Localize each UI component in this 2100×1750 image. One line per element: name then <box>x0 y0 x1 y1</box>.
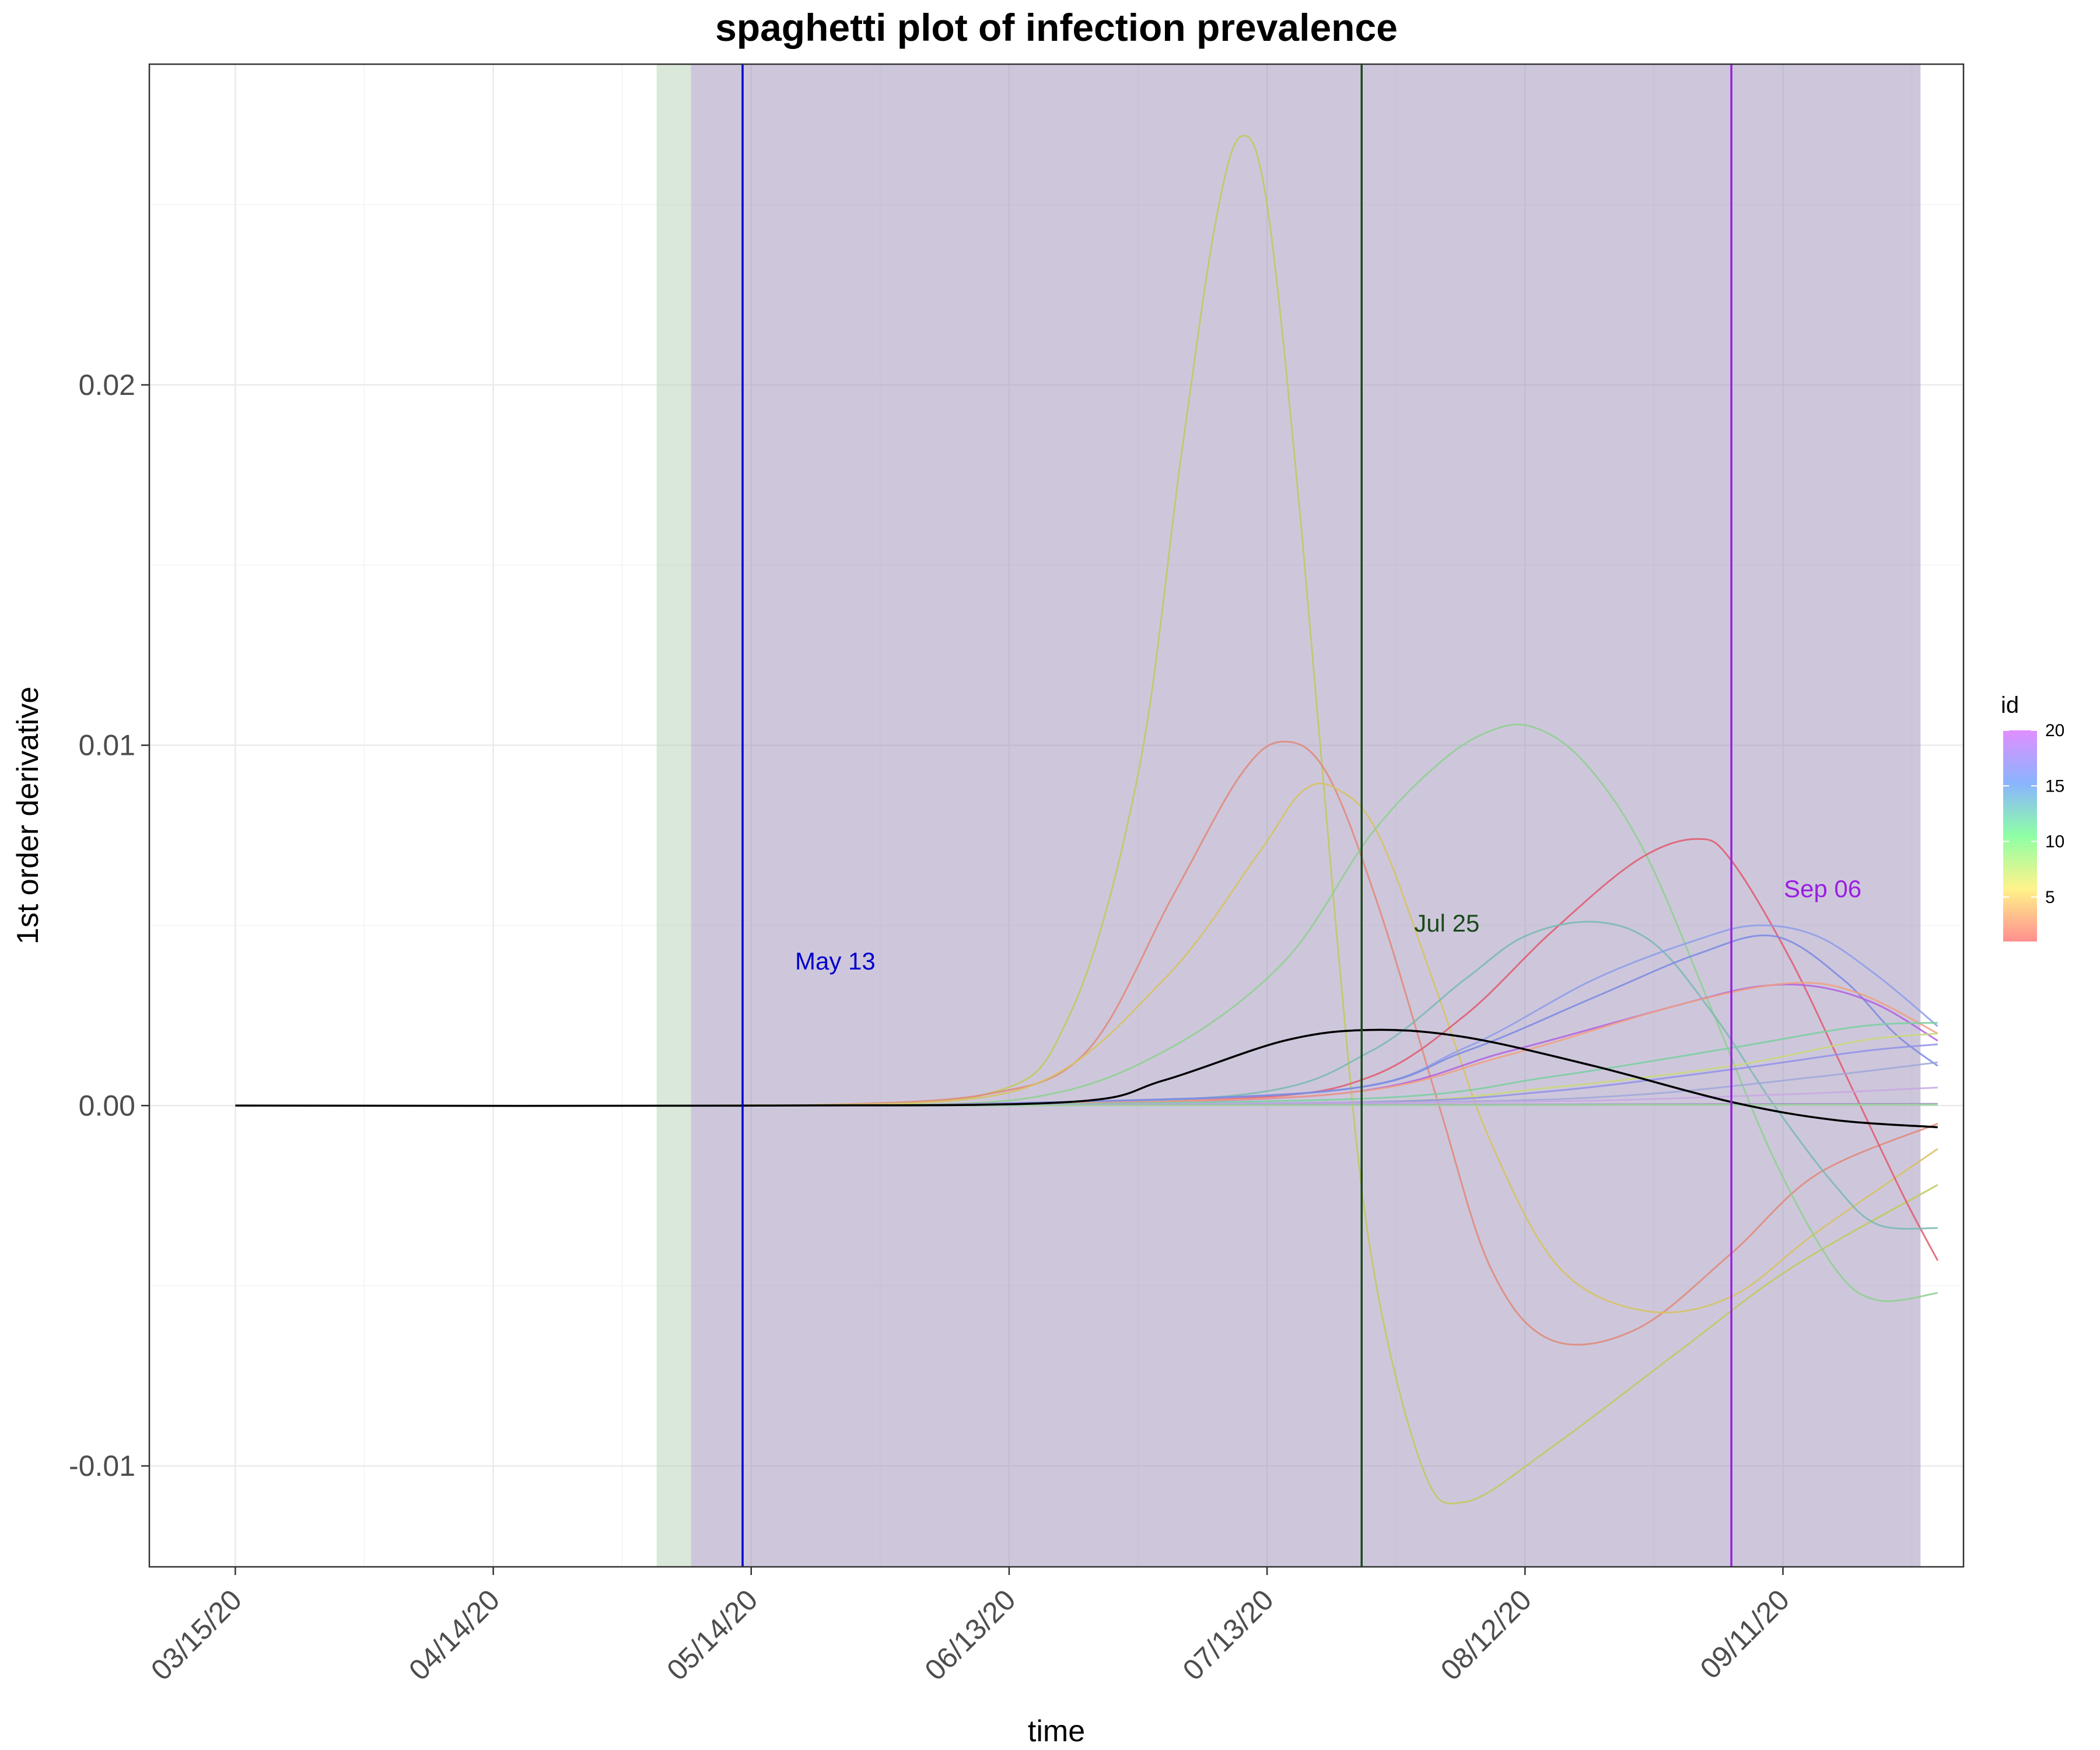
legend-tick-label: 10 <box>2045 832 2064 852</box>
shaded-region-0 <box>656 64 691 1567</box>
legend-tick-label: 15 <box>2045 776 2064 796</box>
series-line-8 <box>906 934 1938 1107</box>
color-legend: id 20 15 10 5 <box>2001 692 2064 942</box>
vline-label-1: Jul 25 <box>1414 909 1479 937</box>
y-tick-label: 0.00 <box>79 1089 135 1122</box>
panel-border <box>148 63 1965 1568</box>
legend-tick-label: 20 <box>2045 721 2064 740</box>
shaded-regions <box>656 64 1921 1567</box>
series-line-3 <box>803 782 1938 1314</box>
series-line-6 <box>906 921 1938 1230</box>
y-tick-label: -0.01 <box>69 1450 135 1482</box>
shaded-region-1 <box>691 64 1921 1567</box>
vline-label-2: Sep 06 <box>1784 875 1861 902</box>
series-line-2 <box>803 740 1938 1346</box>
y-tick-label: 0.01 <box>79 729 135 762</box>
series-line-4 <box>803 723 1938 1303</box>
legend-ticks: 20 15 10 5 <box>2003 721 2064 907</box>
vline-label-0: May 13 <box>795 947 876 975</box>
reference-labels: May 13 Jul 25 Sep 06 <box>795 875 1861 975</box>
series-line-10 <box>906 982 1938 1107</box>
y-axis-title: 1st order derivative <box>11 687 45 944</box>
y-axis-ticks: -0.01 0.00 0.01 0.02 <box>69 369 149 1482</box>
y-tick-label: 0.02 <box>79 369 135 401</box>
plot-panel: May 13 Jul 25 Sep 06 <box>148 63 1965 1568</box>
reference-lines <box>741 64 1732 1567</box>
series-line-1 <box>716 135 1938 1504</box>
series-lines <box>235 135 1939 1504</box>
legend-tick-label: 5 <box>2045 888 2055 907</box>
series-line-11 <box>906 1021 1938 1107</box>
x-axis-title: time <box>1028 1714 1085 1748</box>
legend-title: id <box>2001 692 2019 718</box>
legend-colorbar <box>2003 730 2037 942</box>
chart-title: spaghetti plot of infection prevalence <box>715 6 1398 49</box>
